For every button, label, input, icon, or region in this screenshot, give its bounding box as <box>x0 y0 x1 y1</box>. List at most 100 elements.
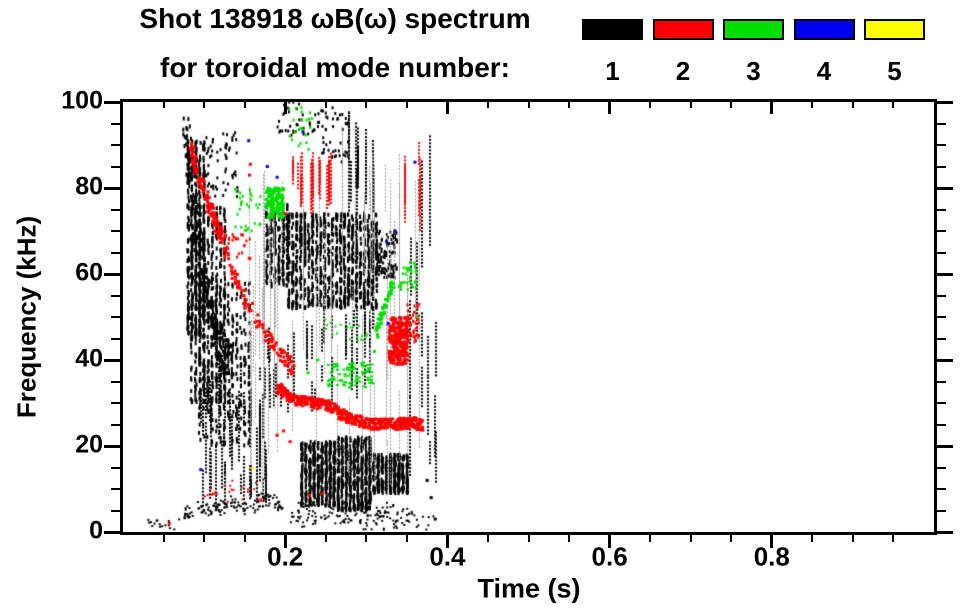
legend-label-n4: 4 <box>816 56 832 86</box>
y-minor-tick-right <box>937 402 946 404</box>
y-minor-tick <box>111 165 120 168</box>
x-minor-tick-top <box>689 102 692 108</box>
y-minor-tick <box>111 251 120 254</box>
x-minor-tick-top <box>811 102 814 108</box>
y-major-tick <box>104 272 120 276</box>
x-tick-label: 0.2 <box>267 541 304 572</box>
chart-title: Shot 138918 ωB(ω) spectrum <box>139 3 531 34</box>
x-minor-tick <box>324 535 327 542</box>
x-minor-tick-top <box>892 102 895 108</box>
y-major-tick-right <box>937 358 953 362</box>
x-minor-tick <box>486 535 489 542</box>
y-minor-tick <box>111 208 120 211</box>
x-minor-tick-top <box>243 102 246 108</box>
legend-swatch-n4 <box>793 19 855 40</box>
y-minor-tick-right <box>937 230 946 232</box>
x-minor-tick-top <box>365 102 368 108</box>
y-major-tick-right <box>937 530 953 534</box>
x-minor-tick <box>568 535 571 542</box>
y-minor-tick-right <box>937 122 946 125</box>
x-minor-tick <box>405 535 408 542</box>
x-major-tick-top <box>283 102 287 114</box>
legend-label-n5: 5 <box>887 56 902 86</box>
x-minor-tick <box>811 535 814 542</box>
spectrum-canvas <box>123 102 934 532</box>
y-minor-tick <box>111 423 120 426</box>
x-minor-tick-top <box>324 102 327 108</box>
x-minor-tick-top <box>203 102 206 108</box>
x-minor-tick-top <box>486 102 489 108</box>
y-major-tick-right <box>937 186 953 190</box>
x-major-tick <box>608 535 612 548</box>
y-minor-tick <box>111 122 120 125</box>
x-minor-tick-top <box>568 102 571 108</box>
x-minor-tick <box>851 535 854 542</box>
x-minor-tick <box>203 535 206 542</box>
y-minor-tick <box>111 466 120 469</box>
x-minor-tick <box>527 535 530 542</box>
y-minor-tick <box>111 509 120 512</box>
x-minor-tick-top <box>730 102 733 108</box>
y-tick-label: 0 <box>89 516 103 545</box>
y-tick-label: 80 <box>75 172 103 201</box>
y-major-tick <box>104 530 120 534</box>
x-major-tick-top <box>608 102 612 114</box>
y-minor-tick-right <box>937 488 946 490</box>
x-major-tick <box>445 535 449 548</box>
y-major-tick <box>104 358 120 362</box>
y-minor-tick <box>111 380 120 383</box>
legend-swatch-n3 <box>723 19 784 40</box>
legend-swatch-n2 <box>652 19 714 40</box>
x-axis-title: Time (s) <box>477 573 581 604</box>
legend-swatch-n5 <box>864 19 925 40</box>
y-minor-tick <box>111 316 120 318</box>
x-minor-tick <box>730 535 733 542</box>
x-tick-label: 0.8 <box>753 541 790 572</box>
y-minor-tick-right <box>937 165 946 168</box>
x-minor-tick <box>892 535 895 542</box>
x-minor-tick-top <box>162 102 165 108</box>
plot-frame <box>120 99 937 535</box>
x-minor-tick <box>689 535 692 542</box>
y-major-tick <box>104 100 120 104</box>
y-minor-tick <box>111 337 120 340</box>
y-major-tick-right <box>937 272 953 276</box>
y-tick-label: 20 <box>75 430 103 459</box>
y-minor-tick-right <box>937 144 946 146</box>
x-minor-tick <box>162 535 165 542</box>
x-minor-tick <box>243 535 246 542</box>
y-minor-tick-right <box>937 316 946 318</box>
y-minor-tick-right <box>937 337 946 340</box>
legend-label-n2: 2 <box>675 56 691 86</box>
y-minor-tick-right <box>937 380 946 383</box>
y-tick-label: 40 <box>75 344 103 373</box>
x-minor-tick-top <box>851 102 854 108</box>
y-minor-tick <box>111 230 120 232</box>
y-minor-tick-right <box>937 251 946 254</box>
x-major-tick <box>770 535 774 548</box>
legend-label-n1: 1 <box>605 56 620 86</box>
x-major-tick <box>283 535 287 548</box>
y-major-tick-right <box>937 444 953 448</box>
y-minor-tick <box>111 294 120 297</box>
y-major-tick <box>104 444 120 448</box>
y-minor-tick-right <box>937 509 946 512</box>
y-minor-tick-right <box>937 294 946 297</box>
y-minor-tick-right <box>937 208 946 211</box>
x-minor-tick-top <box>649 102 652 108</box>
x-tick-label: 0.6 <box>591 541 628 572</box>
mode-number-legend: 1 2 3 4 5 <box>0 0 963 95</box>
y-tick-label: 100 <box>61 86 103 115</box>
x-tick-label: 0.4 <box>429 541 466 572</box>
y-major-tick <box>104 186 120 190</box>
x-minor-tick-top <box>527 102 530 108</box>
y-minor-tick <box>111 402 120 404</box>
legend-swatch-n1 <box>582 19 643 40</box>
x-major-tick-top <box>445 102 449 114</box>
chart-subtitle: for toroidal mode number: <box>160 52 510 83</box>
x-minor-tick <box>365 535 368 542</box>
y-minor-tick-right <box>937 423 946 426</box>
x-minor-tick-top <box>405 102 408 108</box>
legend-label-n3: 3 <box>746 56 761 86</box>
